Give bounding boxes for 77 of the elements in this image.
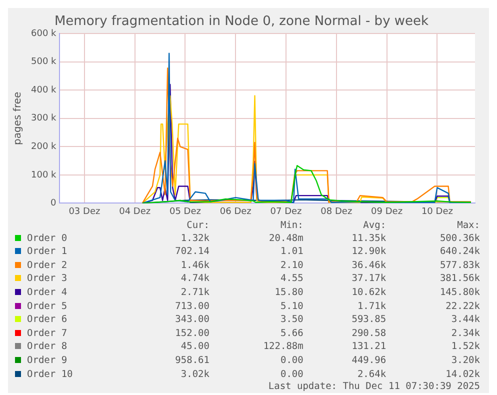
text: 713.00: [174, 300, 210, 314]
y-tick-label: 0: [50, 198, 57, 209]
y-axis-title: pages free: [12, 92, 24, 145]
text: 15.80: [274, 286, 304, 300]
text: 500.36k: [438, 232, 481, 246]
chart-title: Memory fragmentation in Node 0, zone Normal - by week: [54, 14, 430, 30]
legend-label: Order 0: [26, 232, 68, 246]
text: 1.71k: [356, 300, 388, 314]
legend-label: Order 2: [26, 258, 68, 272]
text: 2.10: [279, 258, 304, 272]
text: Min:: [279, 220, 304, 232]
text: 10.62k: [350, 286, 388, 300]
y-tick-label: 200 k: [30, 142, 58, 152]
text: 4.55: [279, 272, 304, 286]
text: 12.90k: [350, 245, 388, 259]
text: 131.21: [350, 340, 388, 354]
text: 3.50: [279, 313, 304, 327]
text: 1.52k: [450, 340, 481, 354]
x-tick-label: 03 Dez: [68, 206, 100, 217]
text: 702.14: [174, 245, 210, 259]
text: 122.88m: [262, 340, 304, 354]
text: 0.00: [279, 368, 304, 382]
legend-label: Order 10: [26, 368, 74, 382]
x-tick-label: 06 Dez: [220, 206, 252, 217]
y-tick-label: 400 k: [30, 85, 58, 96]
text: 1.46k: [180, 258, 210, 272]
text: Last update: Thu Dec 11 07:30:39 2025: [267, 381, 481, 393]
legend-label: Order 8: [26, 340, 68, 354]
text: 2.34k: [450, 326, 481, 340]
legend-label: Order 4: [26, 286, 68, 300]
legend-label: Order 9: [26, 354, 68, 368]
text: 14.02k: [444, 368, 481, 382]
text: 3.02k: [180, 368, 210, 382]
text: 1.01: [279, 245, 304, 259]
text: 381.56k: [438, 272, 481, 286]
legend-label: Order 7: [26, 326, 68, 340]
text: 11.35k: [350, 232, 388, 246]
text: 37.17k: [350, 272, 388, 286]
y-tick-label: 500 k: [30, 57, 58, 68]
text: 4.74k: [180, 272, 210, 286]
text: 22.22k: [444, 300, 481, 314]
x-tick-label: 08 Dez: [320, 206, 352, 217]
text: 5.66: [279, 326, 304, 340]
x-tick-label: 05 Dez: [169, 206, 202, 217]
y-tick-label: 100 k: [30, 170, 58, 180]
y-tick-label: 600 k: [30, 28, 58, 39]
text: Max:: [456, 220, 481, 232]
text: 152.00: [174, 326, 210, 340]
text: 20.48m: [268, 232, 304, 246]
text: 593.85: [350, 313, 388, 327]
text: 36.46k: [350, 258, 388, 272]
text: 1.32k: [180, 232, 210, 246]
text: Cur:: [186, 220, 210, 232]
text: 3.20k: [450, 354, 481, 368]
text: Avg:: [362, 220, 388, 232]
text: 145.80k: [438, 286, 481, 300]
text: 2.71k: [180, 286, 210, 300]
text: 449.96: [350, 354, 388, 368]
text: 3.44k: [450, 313, 481, 327]
y-tick-label: 300 k: [30, 114, 58, 124]
x-tick-label: 04 Dez: [119, 206, 151, 217]
text: 577.83k: [438, 258, 481, 272]
legend-label: Order 5: [26, 300, 68, 314]
legend-label: Order 3: [26, 272, 68, 286]
x-tick-label: 10 Dez: [421, 206, 454, 217]
text: 343.00: [174, 313, 210, 327]
text: 290.58: [350, 326, 388, 340]
legend-label: Order 6: [26, 313, 68, 327]
legend-label: Order 1: [26, 245, 68, 259]
text: 45.00: [180, 340, 210, 354]
text: 5.10: [279, 300, 304, 314]
x-tick-label: 07 Dez: [270, 206, 302, 217]
text: 958.61: [174, 354, 210, 368]
x-tick-label: 09 Dez: [371, 206, 403, 217]
text: 0.00: [279, 354, 304, 368]
text: 2.64k: [356, 368, 388, 382]
text: 640.24k: [438, 245, 481, 259]
